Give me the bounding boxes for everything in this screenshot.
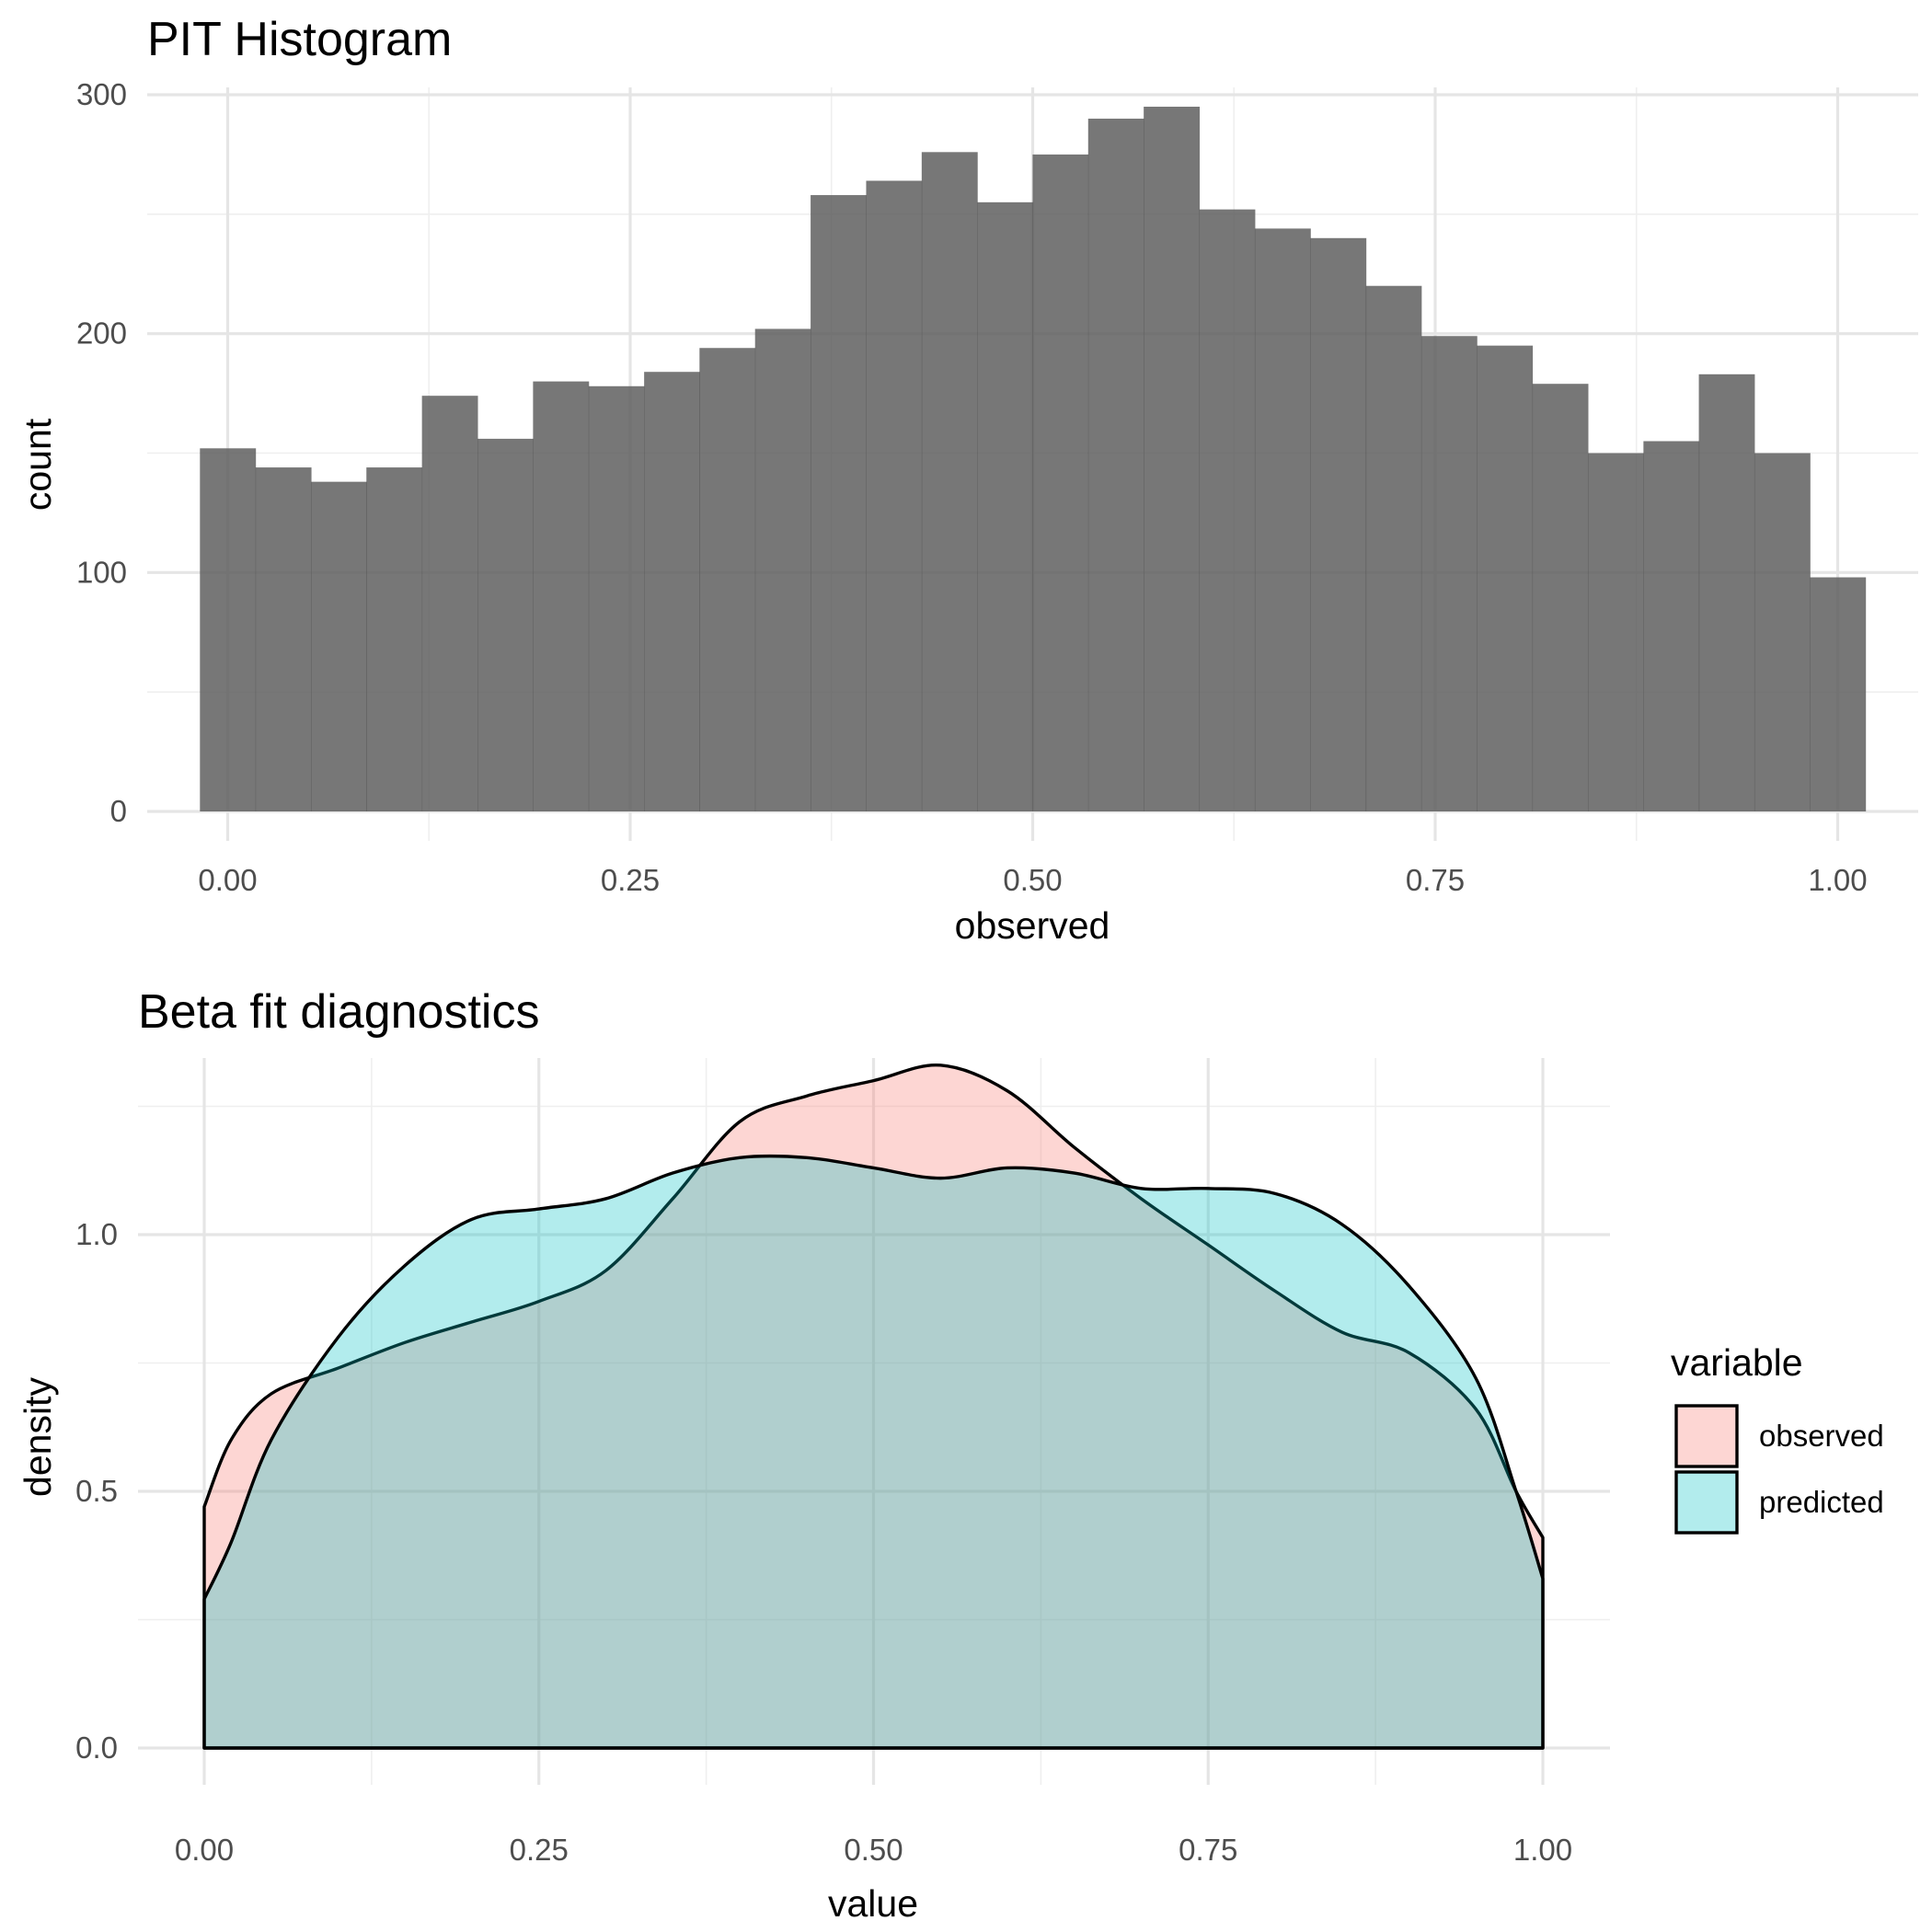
x-tick-label: 0.25 <box>601 863 660 897</box>
histogram-bar <box>1087 118 1144 811</box>
chart-title: Beta fit diagnostics <box>138 985 539 1039</box>
legend: variable observed predicted <box>1671 1341 1884 1535</box>
histogram-bar <box>477 438 534 811</box>
legend-swatch-observed <box>1674 1404 1739 1468</box>
histogram-bar <box>588 385 645 811</box>
y-tick-label: 0 <box>110 794 127 828</box>
histogram-bar <box>1032 154 1089 811</box>
histogram-bar <box>533 381 590 811</box>
x-tick-label: 0.25 <box>510 1833 569 1867</box>
density-area-observed <box>202 1064 1545 1750</box>
histogram-bars <box>200 106 1867 812</box>
histogram-bar <box>1532 384 1589 811</box>
histogram-bar <box>366 467 423 811</box>
histogram-bar <box>811 195 867 811</box>
histogram-bar <box>699 348 756 811</box>
histogram-bar <box>1420 336 1478 812</box>
x-tick-label: 1.00 <box>1808 863 1867 897</box>
x-tick-label: 1.00 <box>1513 1833 1572 1867</box>
legend-swatch-predicted <box>1674 1470 1739 1535</box>
histogram-bar <box>1810 577 1867 811</box>
histogram-bar <box>255 467 312 811</box>
y-axis-title: density <box>17 1377 59 1497</box>
x-tick-label: 0.75 <box>1179 1833 1237 1867</box>
y-tick-label: 0.5 <box>75 1474 118 1508</box>
y-tick-label: 200 <box>76 316 127 351</box>
density-area-predicted <box>202 1154 1545 1750</box>
x-tick-label: 0.50 <box>844 1833 903 1867</box>
histogram-bar <box>644 372 701 811</box>
y-tick-label: 1.0 <box>75 1217 118 1251</box>
histogram-bar <box>1310 237 1367 811</box>
legend-items: observed predicted <box>1674 1404 1884 1535</box>
x-axis-title: observed <box>955 904 1110 947</box>
histogram-bar <box>200 448 257 811</box>
y-tick-label: 100 <box>76 555 127 589</box>
x-tick-label: 0.75 <box>1406 863 1465 897</box>
y-tick-labels: 0.0 0.5 1.0 <box>75 1217 118 1765</box>
histogram-bar <box>866 180 923 812</box>
histogram-bar <box>1199 209 1256 811</box>
histogram-bar <box>1587 453 1644 811</box>
x-axis-title: value <box>828 1882 918 1925</box>
x-tick-label: 0.00 <box>198 863 257 897</box>
histogram-bar <box>754 328 811 811</box>
histogram-bar <box>1254 228 1311 811</box>
x-tick-label: 0.00 <box>175 1833 234 1867</box>
histogram-bar <box>977 201 1034 812</box>
histogram-bar <box>311 481 367 811</box>
histogram-bar <box>421 396 478 811</box>
pit-histogram-panel: PIT Histogram 0.00 0.25 0.50 0.75 1.00 0 100 2… <box>17 13 1918 947</box>
density-areas <box>202 1064 1545 1750</box>
legend-title: variable <box>1671 1341 1803 1384</box>
beta-fit-panel: Beta fit diagnostics 0.00 0.25 0.50 0.75 1.0… <box>17 985 1884 1925</box>
y-tick-label: 300 <box>76 77 127 111</box>
legend-label-predicted: predicted <box>1759 1485 1884 1519</box>
x-tick-labels: 0.00 0.25 0.50 0.75 1.00 <box>198 863 1867 897</box>
histogram-bar <box>1754 453 1811 811</box>
chart-title: PIT Histogram <box>147 13 452 66</box>
y-axis-title: count <box>17 418 59 511</box>
legend-label-observed: observed <box>1759 1419 1884 1453</box>
histogram-bar <box>1477 345 1534 811</box>
y-tick-label: 0.0 <box>75 1731 118 1765</box>
histogram-bar <box>921 152 978 811</box>
y-tick-labels: 0 100 200 300 <box>76 77 127 828</box>
x-tick-labels: 0.00 0.25 0.50 0.75 1.00 <box>175 1833 1572 1867</box>
histogram-bar <box>1698 374 1755 811</box>
x-tick-label: 0.50 <box>1003 863 1062 897</box>
histogram-bar <box>1365 285 1422 811</box>
histogram-bar <box>1643 441 1700 811</box>
histogram-bar <box>1144 106 1201 811</box>
